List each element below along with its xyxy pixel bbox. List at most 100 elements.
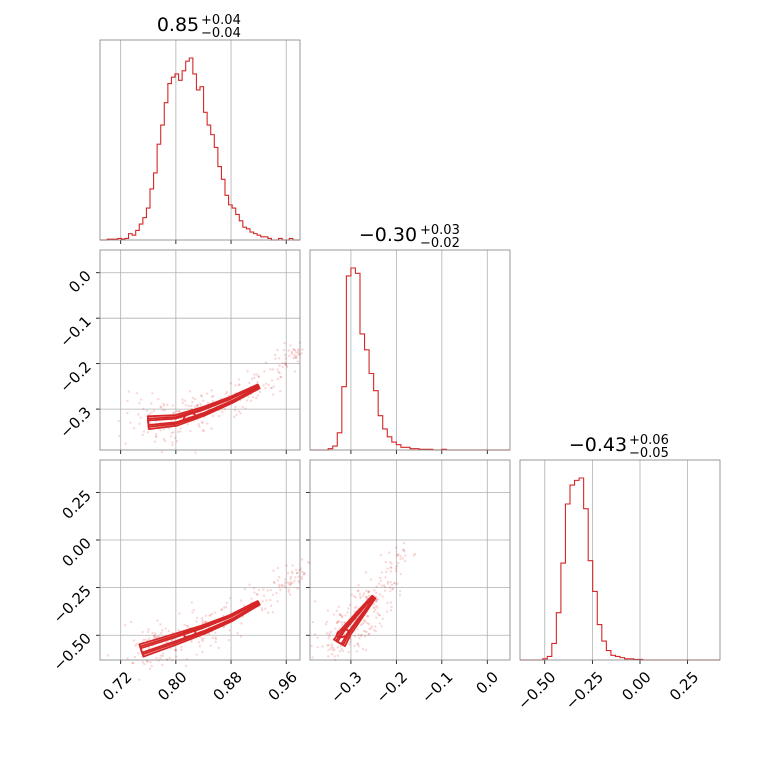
scatter-point [353,606,357,610]
scatter-point [412,554,415,557]
histogram-step [520,477,720,661]
scatter-point [389,565,392,569]
scatter-point [348,643,351,646]
scatter-point [167,629,171,633]
scatter-point [357,645,360,648]
density-contours [146,383,261,430]
scatter-point [316,645,319,649]
scatter-point [288,354,291,358]
scatter-point [179,427,183,430]
scatter-point [184,404,187,407]
scatter-point [136,652,140,655]
scatter-point [285,365,289,368]
scatter-point [286,571,290,575]
scatter-point [162,437,166,441]
scatter-point [395,569,398,573]
scatter-point [178,410,181,413]
scatter-point [342,649,345,653]
scatter-point [234,405,237,409]
scatter-point [265,599,268,602]
scatter-point [253,373,256,376]
scatter-point [330,653,334,656]
scatter-point [142,638,145,642]
scatter-point [284,586,287,589]
scatter-point [374,625,377,628]
scatter-point [290,351,293,354]
scatter-point [212,394,215,398]
scatter-point [396,554,399,558]
scatter-point [163,439,167,443]
scatter-point [367,590,370,593]
scatter-point [271,393,275,396]
scatter-point [357,633,360,636]
scatter-point [155,656,158,660]
scatter-point [357,584,360,587]
scatter-point [338,650,342,653]
title-value-1: −0.30 [359,224,417,246]
scatter-point [156,635,159,639]
scatter-point [376,598,379,601]
scatter-point [252,587,256,590]
scatter-point [374,630,377,633]
panel-border [99,39,301,241]
scatter-point [175,439,179,443]
scatter-point [256,381,259,384]
panel-border [309,459,511,661]
scatter-point [209,614,212,617]
scatter-point [160,632,163,635]
scatter-point [131,661,134,665]
scatter-point [393,581,396,585]
scatter-point [153,634,156,637]
scatter-point [192,608,195,612]
scatter-point [185,624,189,627]
scatter-point [390,562,393,566]
scatter-point [200,638,204,641]
contour-peak [182,628,197,639]
scatter-point [190,404,193,408]
scatter-point [297,575,300,579]
scatter-point [240,622,243,625]
scatter-point [372,628,376,632]
scatter-point [257,375,261,378]
scatter-points [117,341,304,454]
scatter-point [370,625,374,628]
scatter-point [380,571,384,574]
scatter-point [170,431,174,435]
scatter-point [384,576,387,579]
scatter-point [295,571,299,575]
scatter-point [204,614,208,617]
scatter-point [284,578,287,581]
scatter-point [379,554,383,557]
scatter-point [313,632,317,636]
scatter-point [335,609,339,612]
scatter-point [384,560,387,564]
scatter-point [276,579,280,582]
scatter-point [284,357,288,360]
scatter-point [306,560,310,564]
scatter-point [209,644,213,647]
scatter-point [151,392,154,395]
scatter-point [267,384,270,387]
scatter-point [389,609,393,612]
scatter-point [269,588,272,592]
scatter-point [379,579,383,583]
scatter-point [205,392,209,395]
scatter-point [330,643,333,646]
scatter-point [191,611,194,614]
scatter-point [236,632,239,635]
contour-peak [182,412,197,423]
scatter-point [202,399,205,402]
scatter-point [264,386,267,390]
scatter-point [367,590,371,593]
scatter-point [336,654,340,657]
scatter-point [202,429,205,432]
scatter-point [198,645,202,648]
scatter-point [380,625,383,628]
scatter-point [155,435,158,439]
y-tick-label: −0.1 [56,312,94,350]
scatter-point [201,650,204,654]
scatter-point [195,653,198,656]
scatter-point [394,546,398,549]
scatter-point [276,600,279,603]
scatter-point [222,614,225,617]
